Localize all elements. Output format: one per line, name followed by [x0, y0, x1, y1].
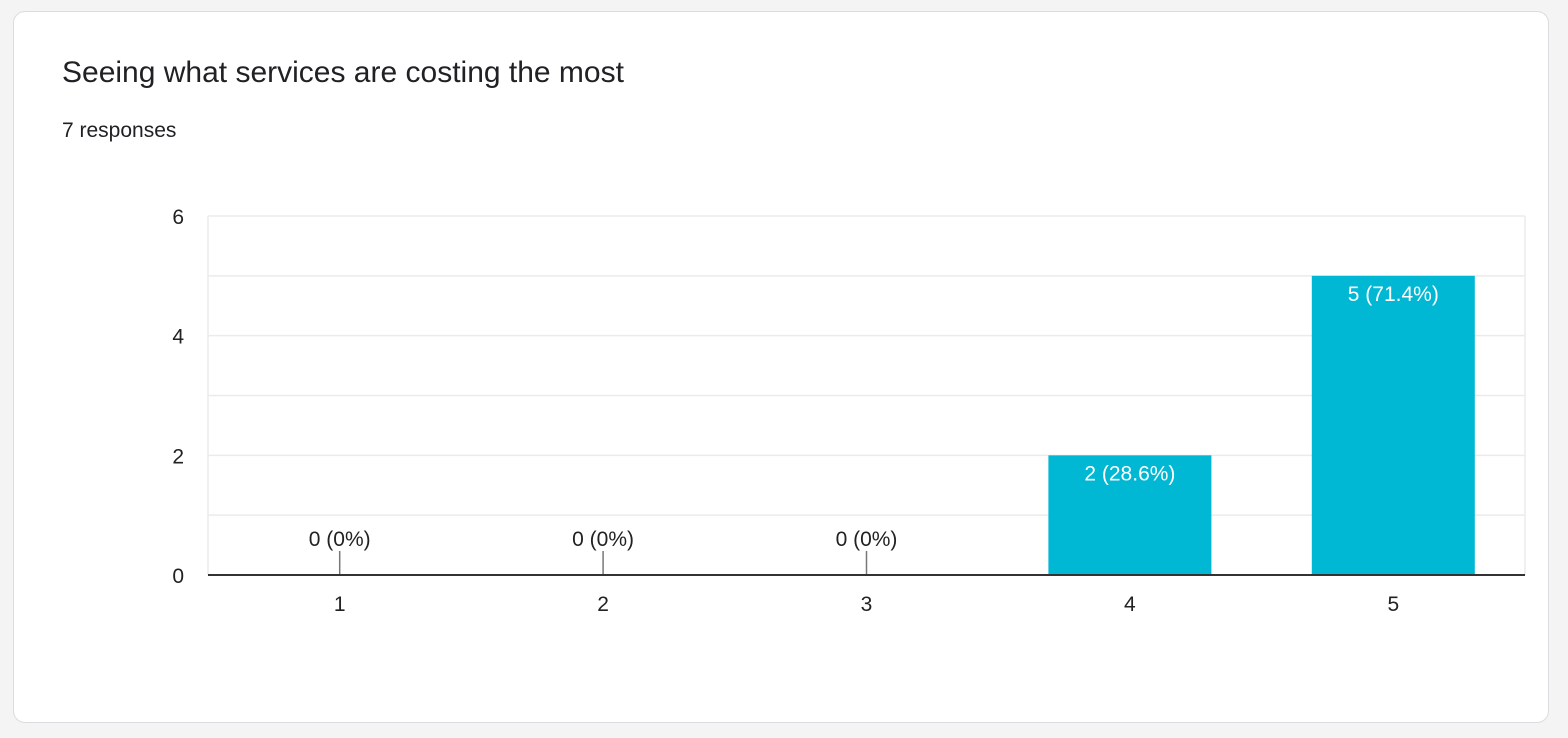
data-label: 2 (28.6%) — [1084, 462, 1175, 485]
x-axis-ticks: 1 2 3 4 5 — [334, 593, 1399, 616]
bar-4[interactable] — [1048, 455, 1212, 575]
bar-5[interactable] — [1311, 275, 1475, 575]
y-tick-label: 2 — [172, 445, 184, 468]
data-labels: 0 (0%) 0 (0%) 0 (0%) 2 (28.6%) 5 (71.4%) — [309, 283, 1439, 551]
x-tick-label: 4 — [1124, 593, 1136, 616]
x-tick-label: 1 — [334, 593, 346, 616]
y-tick-label: 6 — [172, 206, 184, 229]
data-label: 0 (0%) — [572, 528, 634, 551]
x-tick-label: 5 — [1387, 593, 1399, 616]
y-tick-label: 0 — [172, 565, 184, 588]
y-tick-label: 4 — [172, 326, 184, 349]
response-count: 7 responses — [62, 119, 177, 142]
chart-card: Seeing what services are costing the mos… — [13, 11, 1549, 723]
bars — [338, 275, 1475, 575]
chart-title: Seeing what services are costing the mos… — [62, 56, 624, 89]
y-axis-ticks: 0 2 4 6 — [172, 206, 184, 588]
x-tick-label: 3 — [861, 593, 873, 616]
x-tick-label: 2 — [597, 593, 609, 616]
data-label: 0 (0%) — [836, 528, 898, 551]
data-label: 0 (0%) — [309, 528, 371, 551]
data-label: 5 (71.4%) — [1348, 283, 1439, 306]
grid-lines — [207, 215, 1526, 575]
